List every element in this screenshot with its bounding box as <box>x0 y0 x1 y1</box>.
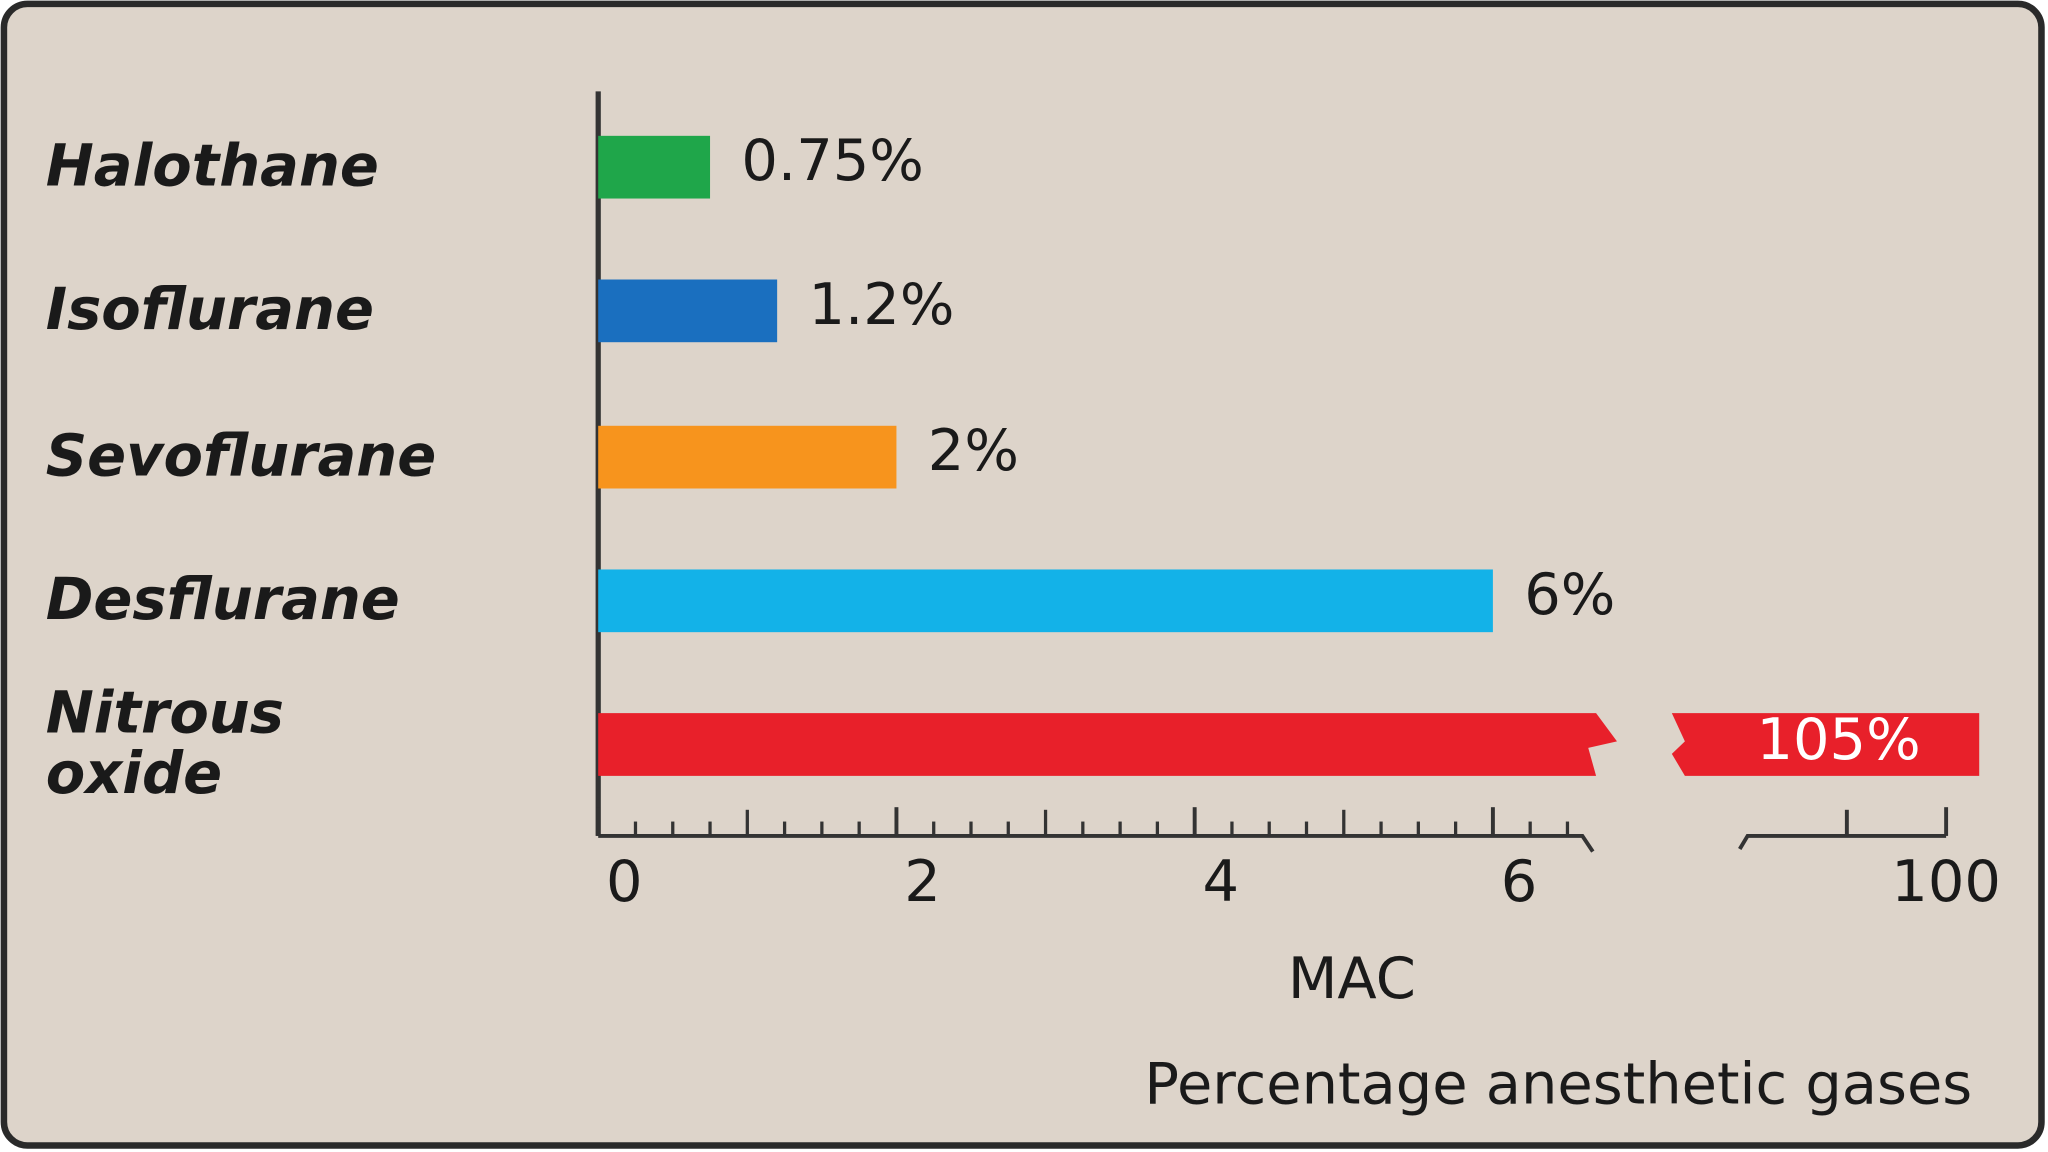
footer: Percentage anesthetic gases <box>1144 1051 1972 1118</box>
bar <box>598 569 1493 633</box>
value-label: 6% <box>1524 561 1615 628</box>
x-axis-line <box>598 833 1595 853</box>
bar <box>598 135 711 199</box>
bar <box>598 425 897 489</box>
x-tick-label: 4 <box>1203 848 1240 915</box>
category-label: Sevoflurane <box>45 427 437 490</box>
value-label: 105% <box>1756 706 1920 773</box>
category-text: Sevoflurane <box>45 427 437 490</box>
value-label: 2% <box>928 417 1019 484</box>
x-tick-label: 2 <box>904 848 941 915</box>
x-axis-label: MAC <box>1288 945 1416 1012</box>
category-label: Desflurane <box>45 570 400 634</box>
category-text: Nitrous oxide <box>45 684 284 808</box>
x-axis-line-2 <box>1738 833 1947 850</box>
category-label: Isoflurane <box>45 280 374 344</box>
value-label: 1.2% <box>808 271 954 338</box>
category-text: Halothane <box>45 137 379 200</box>
bar <box>598 279 778 343</box>
x-tick-label: 100 <box>1891 848 2001 915</box>
category-text: Isoflurane <box>45 280 374 344</box>
value-label: 0.75% <box>741 127 924 194</box>
x-tick-label: 0 <box>606 848 643 915</box>
category-label: Nitrous oxide <box>45 684 284 808</box>
bar <box>598 713 1980 776</box>
category-text: Desflurane <box>45 570 400 634</box>
category-label: Halothane <box>45 137 379 200</box>
x-tick-label: 6 <box>1501 848 1538 915</box>
